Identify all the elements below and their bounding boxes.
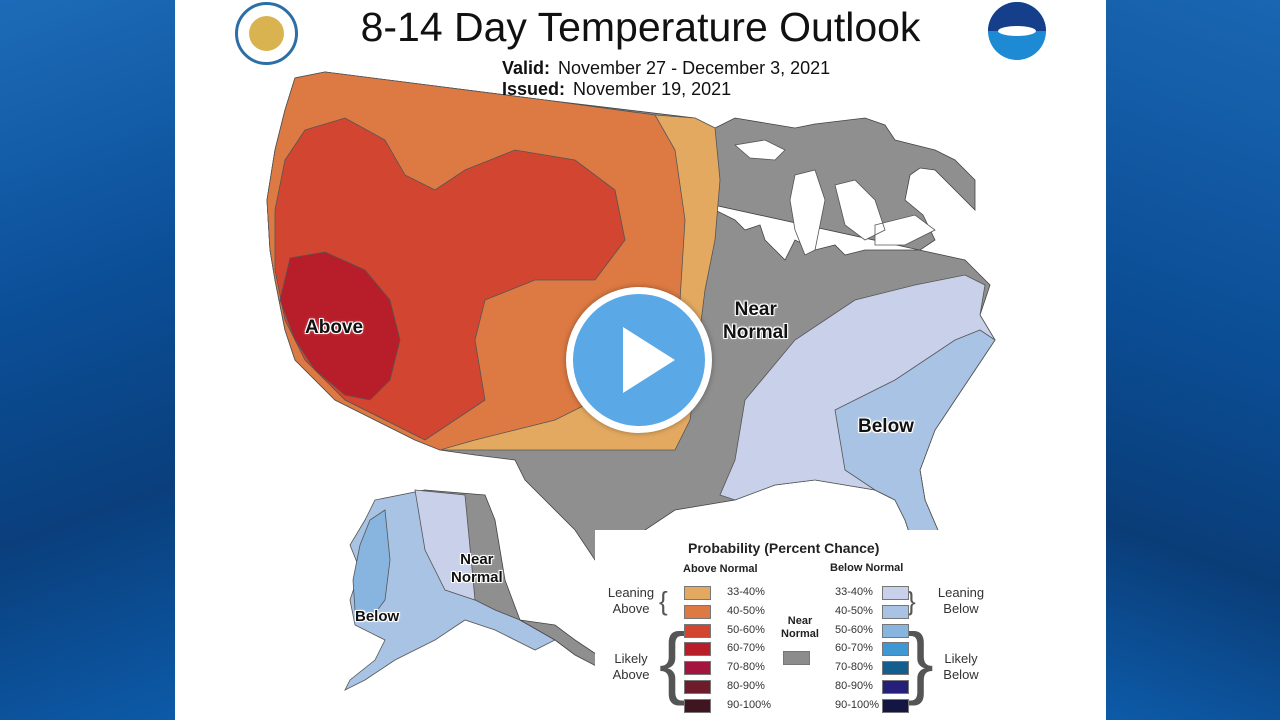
page-title: 8-14 Day Temperature Outlook — [360, 4, 921, 50]
near-normal-legend-line-1: Near — [787, 615, 813, 627]
leaning-above-line-1: Leaning — [607, 585, 655, 600]
above-bin-swatch — [684, 586, 711, 600]
near-normal-legend-label: Near Normal — [775, 615, 825, 641]
below-bin-swatch — [882, 680, 909, 694]
above-bin-swatch — [684, 623, 711, 638]
valid-label: Valid: — [502, 58, 551, 78]
below-alaska-label: Below — [355, 608, 400, 625]
likely-below-line-2: Below — [943, 667, 979, 682]
above-bin-range-label: 80-90% — [727, 680, 765, 692]
legend-title: Probability (Percent Chance) — [688, 540, 880, 556]
leaning-above-brace: { — [659, 586, 668, 616]
left-background — [0, 0, 175, 720]
above-bin-range-label: 33-40% — [727, 586, 765, 598]
near-normal-conus-line-1: Near — [734, 299, 777, 320]
below-bin-range-label: 90-100% — [835, 698, 880, 711]
below-bin-swatch — [882, 698, 909, 713]
below-bin-swatch — [882, 642, 909, 657]
alaska-leaning-below — [414, 489, 476, 601]
near-normal-alaska-line-2: Normal — [451, 569, 503, 586]
below-bin-range-label: 70-80% — [835, 661, 873, 674]
above-bin-range-label: 50-60% — [727, 623, 765, 636]
below-bin-swatch — [882, 604, 909, 619]
near-normal-conus-line-2: Normal — [723, 322, 789, 343]
alaska-below-50-60 — [352, 509, 391, 621]
above-bin-range-label: 90-100% — [727, 698, 772, 711]
likely-above-line-1: Likely — [614, 651, 648, 666]
below-conus-label: Below — [858, 416, 914, 437]
commerce-seal-icon — [235, 2, 298, 65]
great-lakes — [734, 139, 936, 256]
legend-below-header: Below Normal — [830, 562, 904, 574]
near-normal-conus-label: Near Normal — [723, 298, 788, 344]
likely-above-line-2: Above — [612, 667, 650, 682]
likely-above-brace: { — [659, 617, 686, 706]
near-normal-legend-line-2: Normal — [781, 628, 819, 640]
below-bin-range-label: 80-90% — [835, 680, 873, 692]
likely-below-line-1: Likely — [944, 651, 978, 666]
above-bin-range-label: 60-70% — [727, 642, 765, 655]
valid-row: Valid: November 27 - December 3, 2021 — [502, 58, 830, 79]
leaning-below-brace: } — [907, 586, 916, 616]
issued-row: Issued: November 19, 2021 — [502, 79, 731, 100]
issued-value: November 19, 2021 — [573, 79, 732, 99]
above-bin-range-label: 70-80% — [727, 661, 765, 674]
above-label: Above — [305, 317, 364, 338]
below-bin-range-label: 33-40% — [835, 586, 873, 598]
below-bin-swatch — [882, 623, 909, 638]
near-normal-alaska-line-1: Near — [460, 551, 494, 568]
leaning-below-line-1: Leaning — [937, 585, 985, 600]
near-normal-swatch — [783, 651, 810, 665]
noaa-logo-icon — [988, 2, 1046, 60]
below-bin-range-label: 60-70% — [835, 642, 873, 655]
above-bin-swatch — [684, 661, 711, 676]
above-bin-swatch — [684, 604, 711, 619]
likely-above-label: Likely Above — [603, 651, 659, 683]
leaning-above-line-2: Above — [612, 601, 650, 616]
play-button-circle[interactable] — [573, 294, 705, 426]
noaa-logo-bird — [998, 26, 1036, 36]
below-bin-range-label: 40-50% — [835, 604, 873, 617]
above-bin-swatch — [684, 642, 711, 657]
above-bin-swatch — [684, 698, 711, 713]
west-above-60-70 — [279, 251, 401, 401]
above-bin-swatch — [684, 680, 711, 694]
legend-above-header: Above Normal — [683, 563, 758, 575]
issued-label: Issued: — [502, 79, 566, 99]
likely-below-label: Likely Below — [933, 651, 989, 683]
leaning-below-label: Leaning Below — [933, 585, 989, 617]
below-bin-range-label: 50-60% — [835, 623, 873, 636]
valid-value: November 27 - December 3, 2021 — [558, 58, 831, 78]
commerce-seal-inner — [249, 16, 284, 51]
leaning-below-line-2: Below — [943, 601, 979, 616]
play-icon[interactable] — [623, 327, 675, 393]
above-bin-range-label: 40-50% — [727, 604, 765, 617]
right-background — [1106, 0, 1280, 720]
below-bin-swatch — [882, 586, 909, 600]
near-normal-alaska-label: Near Normal — [451, 551, 503, 587]
legend-background — [595, 530, 1015, 720]
below-bin-swatch — [882, 661, 909, 676]
play-button[interactable] — [566, 287, 712, 433]
leaning-above-label: Leaning Above — [603, 585, 659, 617]
likely-below-brace: } — [907, 617, 934, 706]
